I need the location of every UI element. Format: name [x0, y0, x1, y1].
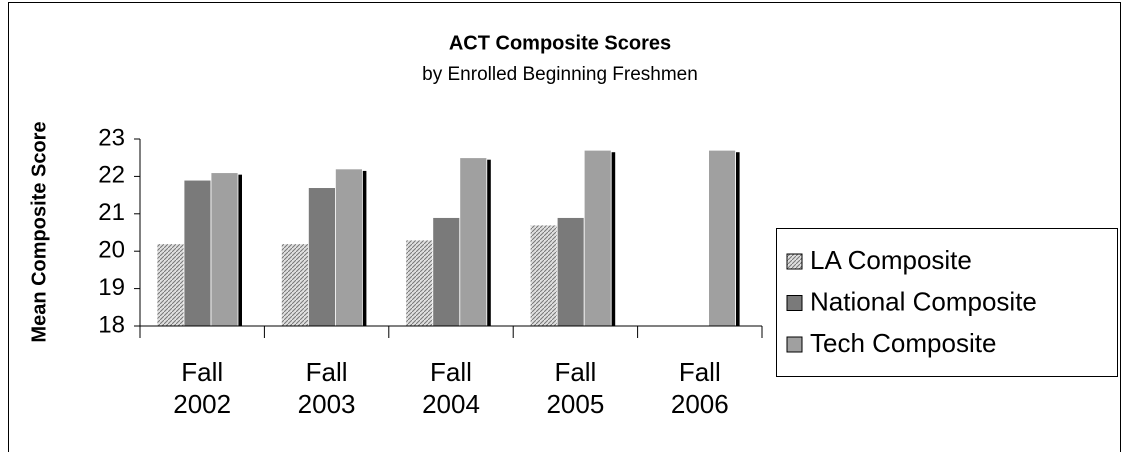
legend-label: Tech Composite	[810, 328, 996, 358]
bar	[183, 179, 212, 327]
bar	[307, 187, 336, 327]
bar-shadow	[238, 174, 242, 326]
bar	[405, 239, 434, 327]
bar	[432, 217, 461, 327]
x-tick-label: Fall 2003	[297, 357, 356, 419]
y-tick-label: 21	[98, 199, 125, 226]
bar-shadow	[735, 152, 740, 326]
chart-title: ACT Composite Scores	[449, 32, 671, 54]
x-tick-label: Fall 2004	[422, 357, 480, 419]
y-tick-label: 18	[98, 311, 125, 338]
bar	[280, 243, 309, 327]
legend-swatch	[786, 295, 803, 311]
x-tick-label: Fall 2006	[670, 357, 729, 419]
x-tick-label: Fall 2002	[173, 357, 232, 419]
bar	[708, 149, 736, 327]
bar	[583, 149, 612, 327]
bar	[334, 168, 363, 327]
bar-shadow	[362, 170, 367, 326]
bar-shadow	[486, 159, 491, 326]
legend-label: National Composite	[810, 286, 1037, 316]
bar	[210, 172, 239, 327]
y-tick-label: 19	[98, 274, 125, 301]
chart-subtitle: by Enrolled Beginning Freshmen	[422, 64, 698, 85]
y-axis-label: Mean Composite Score	[28, 121, 50, 342]
y-tick-label: 22	[98, 162, 125, 189]
bar	[459, 157, 488, 327]
chart-border	[8, 2, 1121, 452]
legend-swatch	[786, 253, 803, 270]
y-tick-label: 23	[98, 124, 125, 151]
bar	[156, 243, 185, 327]
y-tick-label: 20	[98, 237, 125, 264]
legend-swatch	[786, 336, 803, 353]
bar	[529, 224, 558, 327]
bar-shadow	[611, 152, 616, 326]
bar	[556, 217, 585, 327]
legend-label: LA Composite	[810, 245, 972, 275]
x-tick-label: Fall 2005	[546, 357, 605, 419]
legend	[776, 228, 1118, 377]
